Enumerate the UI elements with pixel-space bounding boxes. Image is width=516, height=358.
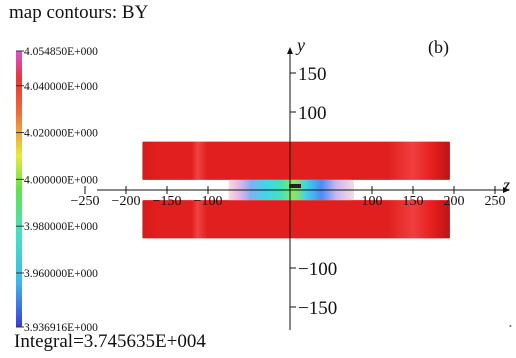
z-tick-label: 200 xyxy=(444,194,465,209)
regions xyxy=(142,141,450,239)
z-tick-label: 150 xyxy=(403,194,424,209)
axes: z y −250 −200 −150 −100 100 150 200 250 150100−… xyxy=(71,35,510,330)
z-tick-label: 100 xyxy=(362,194,383,209)
colorbar-tick-label: 3.960000E+000 xyxy=(24,268,98,280)
z-tick-label: −250 xyxy=(71,194,100,209)
colorbar-tick-label: 4.054850E+000 xyxy=(24,46,98,58)
region-upper-block xyxy=(142,141,450,180)
chart-title: map contours: BY xyxy=(9,2,149,23)
y-tick-label: 150 xyxy=(298,64,327,85)
origin-marker xyxy=(289,184,301,188)
colorbar-tick-label: 4.040000E+000 xyxy=(24,81,98,93)
integral-readout: Integral=3.745635E+004 xyxy=(14,331,206,352)
corner-mark: • xyxy=(509,322,512,331)
colorbar-tick-label: 3.936916E+000 xyxy=(24,322,98,334)
colorbar-tick-label: 4.020000E+000 xyxy=(24,128,98,140)
z-axis-label: z xyxy=(502,175,510,195)
z-tick-label: −150 xyxy=(153,194,182,209)
z-tick-label: 250 xyxy=(485,194,506,209)
panel-label: (b) xyxy=(428,37,449,57)
region-lower-block xyxy=(142,200,450,239)
colorbar: 4.054850E+000 4.040000E+000 4.020000E+000 4… xyxy=(16,46,98,334)
y-axis-ticks: 150 100 −100 −150 xyxy=(290,64,337,319)
colorbar-ticks: 4.054850E+000 4.040000E+000 4.020000E+000 4… xyxy=(16,46,98,334)
colorbar-tick-label: 3.980000E+000 xyxy=(24,221,98,233)
z-tick-label: −100 xyxy=(194,194,223,209)
y-axis-label: y xyxy=(295,35,305,55)
colorbar-tick-label: 4.000000E+000 xyxy=(24,174,98,186)
y-tick-label: −150 xyxy=(298,298,337,319)
y-axis-arrow xyxy=(287,47,293,54)
z-axis-ticks: −250 −200 −150 −100 100 150 200 250 xyxy=(71,186,506,209)
y-tick-label: −100 xyxy=(298,259,337,280)
colorbar-gradient xyxy=(16,51,22,327)
plot-area: z y −250 −200 −150 −100 100 150 200 250 150100−… xyxy=(71,35,510,330)
y-tick-label: 100 xyxy=(298,103,327,124)
z-axis-arrow xyxy=(503,187,510,193)
z-tick-label: −200 xyxy=(112,194,141,209)
